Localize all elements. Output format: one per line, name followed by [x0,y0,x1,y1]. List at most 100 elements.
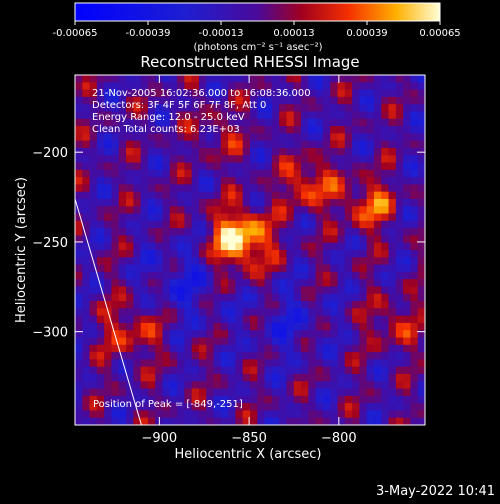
heatmap-cell [250,104,258,113]
heatmap-cell [315,373,324,382]
heatmap-cell [220,410,229,419]
heatmap-cell [75,330,83,339]
heatmap-cell [271,373,280,382]
heatmap-cell [250,381,258,390]
heatmap-cell [235,140,244,149]
heatmap-cell [169,206,178,215]
heatmap-cell [322,410,331,419]
heatmap-cell [82,177,91,185]
heatmap-cell [75,118,83,127]
heatmap-cell [184,330,193,339]
heatmap-cell [271,417,280,425]
heatmap-cell [242,169,251,178]
heatmap-cell [206,381,215,390]
heatmap-cell [417,126,425,134]
heatmap-cell [104,403,113,412]
heatmap-cell [155,293,164,302]
heatmap-cell [279,395,288,404]
heatmap-cell [388,366,397,375]
heatmap-cell [330,235,339,244]
heatmap-cell [286,403,295,412]
heatmap-cell [330,417,339,425]
heatmap-cell [82,162,91,171]
heatmap-cell [213,111,222,120]
heatmap-cell [395,235,404,244]
heatmap-cell [184,250,193,258]
heatmap-cell [118,206,127,215]
heatmap-cell [315,191,324,200]
heatmap-cell [403,315,412,324]
heatmap-cell [133,198,142,207]
heatmap-cell [322,126,331,134]
heatmap-cell [417,330,425,339]
heatmap-cell [184,104,193,113]
heatmap-cell [213,286,222,295]
heatmap-cell [184,133,193,142]
heatmap-cell [279,235,288,244]
heatmap-cell [301,395,309,404]
heatmap-cell [75,133,83,142]
heatmap-cell [330,373,339,382]
heatmap-cell [228,184,237,193]
colorbar-tick-label: -0.00013 [199,28,244,39]
heatmap-cell [403,206,412,215]
heatmap-cell [228,315,237,324]
heatmap-cell [322,271,331,280]
heatmap-cell [111,395,120,404]
heatmap-cell [111,286,120,295]
heatmap-cell [213,177,222,185]
heatmap-cell [111,337,120,346]
heatmap-cell [155,286,164,295]
heatmap-cell [381,286,390,295]
heatmap-cell [162,235,171,244]
heatmap-cell [177,89,185,98]
heatmap-cell [89,330,98,339]
heatmap-cell [169,264,178,273]
heatmap-cell [388,410,397,419]
heatmap-cell [410,352,419,360]
heatmap-cell [155,359,164,368]
heatmap-cell [155,118,164,127]
heatmap-cell [308,403,317,412]
heatmap-cell [366,271,375,280]
heatmap-cell [315,250,324,258]
heatmap-cell [286,162,295,171]
heatmap-cell [162,352,171,360]
heatmap-cell [330,257,339,266]
heatmap-cell [118,257,127,266]
heatmap-cell [330,89,339,98]
heatmap-cell [308,162,317,171]
heatmap-cell [220,82,229,91]
heatmap-cell [133,308,142,317]
heatmap-cell [373,264,382,273]
heatmap-cell [322,133,331,142]
heatmap-cell [264,133,273,142]
heatmap-cell [315,366,324,375]
heatmap-cell [264,177,273,185]
heatmap-cell [111,322,120,331]
heatmap-cell [162,337,171,346]
heatmap-cell [169,395,178,404]
heatmap-cell [352,133,360,142]
heatmap-cell [308,381,317,390]
heatmap-cell [271,147,280,156]
heatmap-cell [293,250,302,258]
heatmap-cell [279,271,288,280]
heatmap-cell [279,403,288,412]
heatmap-cell [162,169,171,178]
heatmap-cell [169,155,178,164]
heatmap-cell [96,133,105,142]
heatmap-cell [417,206,425,215]
heatmap-cell [89,82,98,91]
heatmap-cell [75,264,83,273]
heatmap-cell [286,410,295,419]
heatmap-cell [410,75,419,83]
heatmap-cell [198,417,207,425]
heatmap-cell [381,366,390,375]
heatmap-cell [177,359,185,368]
heatmap-cell [147,381,156,390]
heatmap-cell [133,279,142,288]
heatmap-cell [89,417,98,425]
heatmap-cell [118,191,127,200]
heatmap-cell [410,191,419,200]
